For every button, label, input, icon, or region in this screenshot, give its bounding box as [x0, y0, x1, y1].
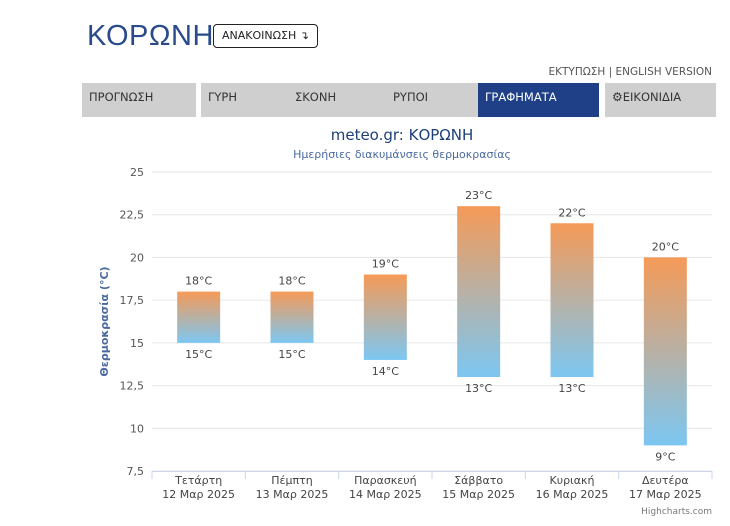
chart-title: meteo.gr: ΚΟΡΩΝΗ	[331, 126, 474, 144]
tab-label: ΠΡΟΓΝΩΣΗ	[89, 90, 154, 104]
x-tick-label-day: Δευτέρα	[642, 474, 689, 487]
y-tick-label: 15	[130, 337, 144, 350]
x-tick-label-day: Παρασκευή	[354, 474, 417, 487]
y-axis-title: Θερμοκρασία (°C)	[98, 266, 111, 376]
chart-subtitle: Ημερήσιες διακυμάνσεις θερμοκρασίας	[293, 148, 511, 161]
high-temp-label: 22°C	[558, 206, 585, 219]
x-tick-label-date: 13 Μαρ 2025	[256, 488, 329, 501]
high-temp-label: 23°C	[465, 189, 492, 202]
temperature-range-bar	[457, 206, 501, 378]
x-tick-label-day: Τετάρτη	[174, 474, 222, 487]
temperature-chart: meteo.gr: ΚΟΡΩΝΗ Ημερήσιες διακυμάνσεις θ…	[0, 120, 730, 522]
low-temp-label: 15°C	[278, 348, 305, 361]
y-tick-label: 17,5	[120, 294, 145, 307]
x-tick-label-date: 14 Μαρ 2025	[349, 488, 422, 501]
x-tick-label-day: Πέμπτη	[271, 474, 312, 487]
tab-dust[interactable]: ΣΚΟΝΗ	[288, 83, 401, 117]
nav-tabs: ΠΡΟΓΝΩΣΗ ΓΥΡΗ ΣΚΟΝΗ ΡΥΠΟΙ ΓΡΑΦΗΜΑΤΑ ⚙ΕΙΚ…	[82, 83, 716, 117]
x-tick-label-date: 16 Μαρ 2025	[536, 488, 609, 501]
temperature-range-bar	[270, 291, 314, 343]
high-temp-label: 19°C	[372, 258, 399, 271]
y-tick-label: 22,5	[120, 209, 145, 222]
low-temp-label: 14°C	[372, 365, 399, 378]
tab-label: ΡΥΠΟΙ	[393, 90, 429, 104]
chart-credits: Highcharts.com	[641, 507, 712, 517]
y-tick-label: 25	[130, 166, 144, 179]
x-tick-label-day: Σάββατο	[454, 474, 503, 487]
x-tick-label-date: 15 Μαρ 2025	[442, 488, 515, 501]
y-tick-label: 7,5	[127, 465, 145, 478]
low-temp-label: 15°C	[185, 348, 212, 361]
temperature-range-bar	[177, 291, 221, 343]
low-temp-label: 9°C	[655, 450, 675, 463]
x-tick-label-date: 17 Μαρ 2025	[629, 488, 702, 501]
low-temp-label: 13°C	[558, 382, 585, 395]
announcement-button[interactable]: ΑΝΑΚΟΙΝΩΣΗ ↴	[213, 24, 318, 48]
tab-label: ΓΥΡΗ	[208, 90, 238, 104]
high-temp-label: 18°C	[185, 275, 212, 288]
gear-icon: ⚙	[612, 90, 623, 104]
high-temp-label: 18°C	[278, 275, 305, 288]
y-tick-label: 12,5	[120, 380, 145, 393]
chart-svg: meteo.gr: ΚΟΡΩΝΗ Ημερήσιες διακυμάνσεις θ…	[98, 126, 713, 517]
high-temp-label: 20°C	[652, 240, 679, 253]
low-temp-label: 13°C	[465, 382, 492, 395]
tab-icons[interactable]: ⚙ΕΙΚΟΝΙΔΙΑ	[605, 83, 716, 117]
y-tick-label: 10	[130, 422, 144, 435]
tab-charts[interactable]: ΓΡΑΦΗΜΑΤΑ	[478, 83, 599, 117]
tab-forecast[interactable]: ΠΡΟΓΝΩΣΗ	[82, 83, 196, 117]
english-version-link[interactable]: ENGLISH VERSION	[615, 66, 712, 78]
top-links: ΕΚΤΥΠΩΣΗ | ENGLISH VERSION	[549, 66, 713, 78]
print-link[interactable]: ΕΚΤΥΠΩΣΗ	[548, 66, 606, 78]
tab-label: ΕΙΚΟΝΙΔΙΑ	[622, 90, 682, 104]
link-separator: |	[608, 66, 613, 78]
tab-label: ΓΡΑΦΗΜΑΤΑ	[485, 90, 557, 104]
temperature-range-bar	[550, 223, 594, 378]
x-tick-label-date: 12 Μαρ 2025	[162, 488, 235, 501]
page-title: ΚΟΡΩΝΗ	[87, 20, 214, 52]
tab-label: ΣΚΟΝΗ	[295, 90, 337, 104]
temperature-range-bar	[643, 257, 687, 446]
y-tick-label: 20	[130, 251, 144, 264]
x-tick-label-day: Κυριακή	[550, 474, 595, 487]
temperature-range-bar	[363, 274, 407, 360]
